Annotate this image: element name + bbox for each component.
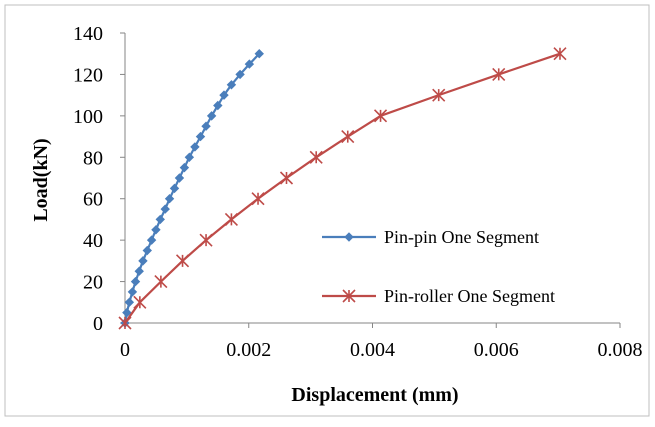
- y-tick-label: 0: [93, 313, 103, 335]
- data-point: [146, 235, 157, 245]
- data-point: [226, 80, 237, 90]
- x-tick-label: 0.006: [474, 339, 519, 361]
- data-point: [492, 67, 506, 81]
- y-tick-label: 120: [73, 64, 103, 86]
- data-point: [154, 275, 168, 289]
- data-point: [184, 152, 195, 162]
- series-layer: [118, 47, 567, 330]
- axes: 0 20 40 60 80 100 120 140 0 0.002 0.004 0.006 0.008: [73, 23, 643, 361]
- data-point: [309, 150, 323, 164]
- legend-marker: [344, 232, 354, 242]
- data-point: [133, 295, 147, 309]
- data-point: [118, 316, 132, 330]
- data-point: [160, 204, 170, 214]
- y-tick-label: 40: [83, 230, 103, 252]
- y-tick-label: 140: [73, 23, 103, 45]
- data-point: [169, 183, 180, 194]
- series-2: [118, 47, 567, 330]
- x-tick-label: 0: [120, 339, 130, 361]
- data-point: [142, 245, 152, 256]
- legend-label: Pin-roller One Segment: [384, 286, 555, 306]
- data-point: [122, 307, 132, 318]
- data-point: [373, 109, 388, 123]
- data-point: [151, 225, 161, 235]
- data-point: [254, 49, 264, 59]
- data-point: [432, 88, 446, 102]
- data-point: [134, 266, 144, 276]
- data-point: [224, 212, 238, 226]
- data-point: [341, 130, 355, 144]
- y-axis-title: Load(kN): [30, 138, 52, 221]
- legend-item: Pin-roller One Segment: [322, 286, 555, 306]
- x-tick-label: 0.002: [226, 339, 271, 361]
- y-tick-label: 100: [73, 106, 103, 128]
- chart-frame: [4, 4, 650, 417]
- data-point: [127, 287, 138, 297]
- legend: Pin-pin One Segment Pin-roller One Segmen…: [322, 227, 555, 306]
- data-point: [553, 47, 567, 61]
- x-axis-title: Displacement (mm): [291, 384, 458, 406]
- x-tick-label: 0.008: [598, 339, 643, 361]
- legend-item: Pin-pin One Segment: [322, 227, 539, 247]
- data-point: [179, 162, 190, 173]
- y-tick-label: 60: [83, 189, 103, 211]
- series-1: [120, 49, 264, 328]
- data-point: [251, 192, 265, 206]
- data-point: [124, 297, 135, 307]
- data-point: [235, 69, 245, 80]
- data-point: [190, 142, 200, 152]
- data-point: [201, 121, 211, 131]
- data-point: [195, 131, 206, 142]
- x-tick-label: 0.004: [350, 339, 395, 361]
- data-point: [219, 90, 229, 100]
- data-point: [164, 194, 175, 204]
- data-point: [174, 173, 185, 183]
- y-tick-label: 80: [83, 147, 103, 169]
- data-point: [130, 276, 141, 287]
- data-point: [175, 254, 190, 268]
- data-point: [213, 100, 223, 111]
- legend-label: Pin-pin One Segment: [384, 227, 539, 247]
- data-point: [279, 171, 294, 185]
- y-tick-label: 20: [83, 272, 103, 294]
- data-point: [244, 59, 255, 69]
- data-point: [138, 256, 148, 266]
- data-point: [206, 111, 217, 121]
- data-point: [199, 233, 213, 247]
- legend-marker: [342, 289, 356, 303]
- data-point: [155, 214, 165, 225]
